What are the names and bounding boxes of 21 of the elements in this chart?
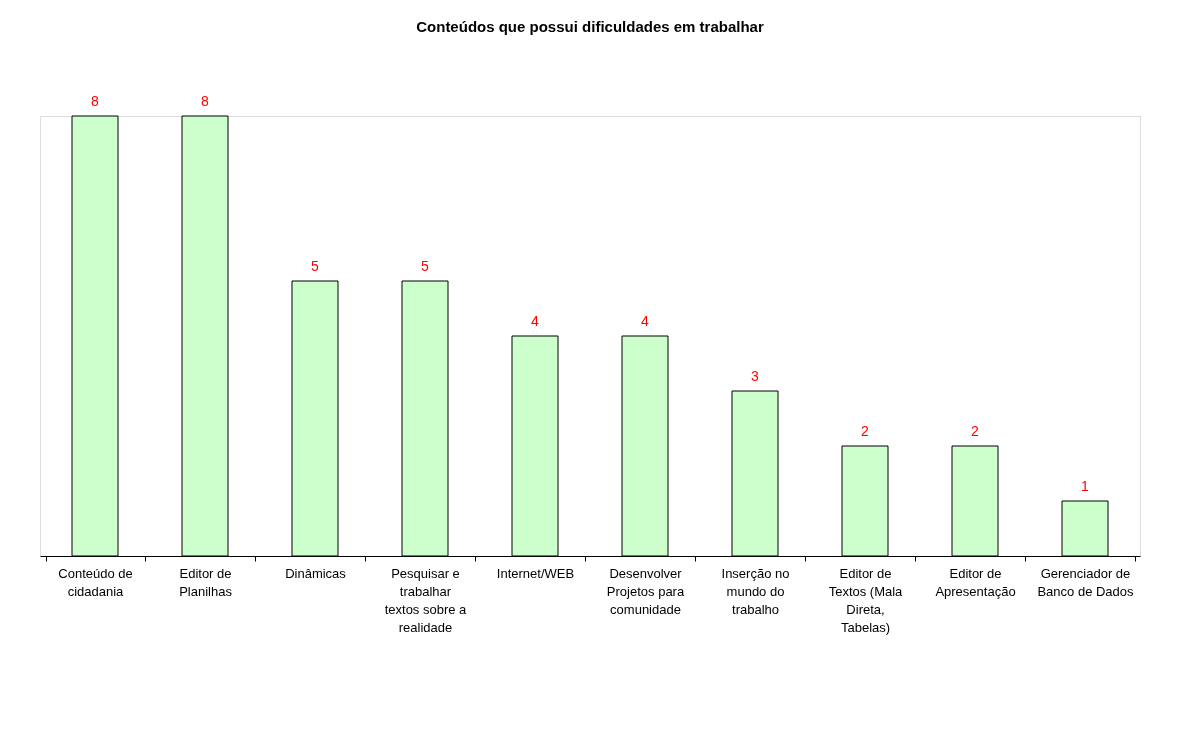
x-tick-label: Internet/WEB xyxy=(496,565,575,581)
x-tick-label: Inserção no mundo do trabalho xyxy=(721,565,790,617)
x-tick-label: Dinâmicas xyxy=(285,565,347,581)
data-label: 3 xyxy=(751,368,760,384)
x-tick-label: Pesquisar e trabalhar textos sobre a realidade xyxy=(384,565,468,635)
data-label: 4 xyxy=(641,313,650,329)
x-tick-label: Editor de Textos (Mala Direta, Tabelas) xyxy=(828,565,904,635)
x-tick-label: Editor de Apresentação xyxy=(935,565,1016,599)
data-label: 1 xyxy=(1081,478,1090,494)
x-tick-label: Desenvolver Projetos para comunidade xyxy=(606,565,685,617)
data-label: 2 xyxy=(861,423,870,439)
data-label: 8 xyxy=(201,93,210,109)
x-tick-label: Conteúdo de cidadania xyxy=(58,565,133,599)
data-label: 5 xyxy=(421,258,430,274)
data-label: 5 xyxy=(311,258,320,274)
x-tick-label: Editor de Planilhas xyxy=(179,565,233,599)
data-label: 4 xyxy=(531,313,540,329)
data-label: 2 xyxy=(971,423,980,439)
chart-title: Conteúdos que possui dificuldades em trabalhar xyxy=(416,18,764,35)
data-label: 8 xyxy=(91,93,100,109)
x-tick-label: Gerenciador de Banco de Dados xyxy=(1037,565,1135,599)
